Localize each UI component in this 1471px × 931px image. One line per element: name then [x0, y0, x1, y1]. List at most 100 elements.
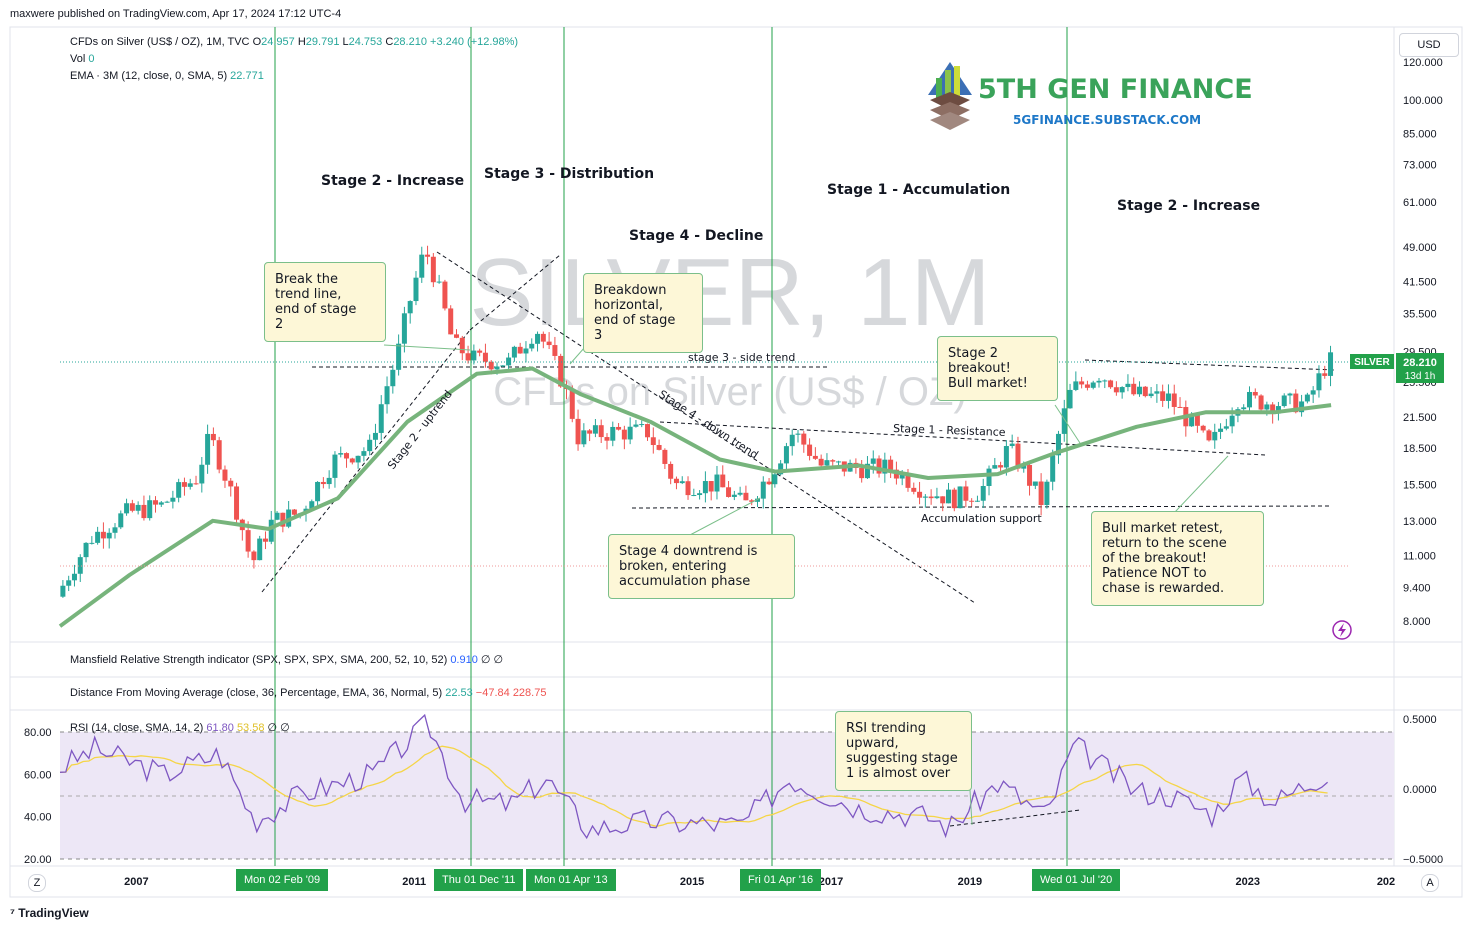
candle-body [882, 459, 888, 474]
tradingview-footer[interactable]: ⁷ TradingView [10, 906, 89, 920]
accumulation-support-line [631, 505, 1331, 509]
candle-body [1241, 407, 1247, 410]
candle-body [940, 496, 946, 504]
candle-body [1218, 428, 1224, 432]
candle-body [766, 481, 772, 485]
callout-breakdown-horizontal[interactable]: Breakdown horizontal, end of stage 3 [583, 273, 703, 353]
x-tick-4: 2019 [958, 876, 982, 888]
candle-body [754, 498, 760, 502]
callout-rsi-trending[interactable]: RSI trending upward, suggesting stage 1 … [835, 711, 972, 791]
callout-bull-retest[interactable]: Bull market retest, return to the scene … [1091, 511, 1264, 606]
candle-body [407, 301, 413, 314]
price-tick-3: 73.000 [1403, 160, 1437, 172]
rsi-label: RSI (14, close, SMA, 14, 2) [70, 722, 204, 734]
candle-body [830, 460, 836, 462]
candle-body [523, 348, 529, 354]
candle-body [697, 493, 703, 496]
candle-body [453, 334, 459, 338]
ohlc-open: 24.957 [261, 36, 295, 48]
candle-body [1293, 393, 1299, 413]
candle-body [71, 573, 77, 581]
candle-body [540, 333, 546, 342]
candle-body [500, 365, 506, 367]
callout-stage2-breakout[interactable]: Stage 2 breakout! Bull market! [937, 336, 1058, 401]
price-tick-7: 35.500 [1403, 309, 1437, 321]
candle-body [95, 531, 101, 543]
price-tick-10: 21.500 [1403, 412, 1437, 424]
candle-body [494, 366, 500, 370]
candle-body [390, 369, 396, 387]
candle-body [216, 440, 222, 470]
candle-body [1316, 373, 1322, 391]
candle-body [627, 426, 633, 440]
stage-label-5: Stage 2 - Increase [1117, 198, 1261, 214]
candle-body [801, 433, 807, 445]
candle-body [158, 502, 164, 505]
candle-body [291, 509, 297, 515]
callout-stage4-broken[interactable]: Stage 4 downtrend is broken, entering ac… [608, 534, 795, 599]
watermark-big: SILVER, 1M [469, 239, 990, 346]
candle-body [332, 454, 338, 478]
candle-body [1090, 382, 1096, 388]
candle-body [234, 486, 240, 520]
stage2-uptrend-line-ext [469, 254, 561, 331]
candle-body [1281, 395, 1287, 407]
candle-body [604, 437, 610, 441]
candle-body [633, 424, 639, 427]
candle-body [1148, 393, 1154, 397]
candle-body [679, 481, 685, 484]
candle-body [471, 350, 477, 361]
candle-body [210, 433, 216, 441]
candle-body [1073, 381, 1079, 390]
candle-body [164, 501, 170, 503]
distance-v2: −47.84 [475, 687, 510, 699]
candle-body [1038, 481, 1044, 506]
candle-body [135, 504, 141, 511]
ohlc-o-label: O [252, 36, 262, 48]
distance-legend: Distance From Moving Average (close, 36,… [70, 687, 546, 699]
zoom-button[interactable]: Z [28, 874, 46, 892]
ohlc-high: 29.791 [305, 36, 340, 48]
auto-scale-button[interactable]: A [1421, 874, 1439, 892]
candle-body [228, 480, 234, 487]
candle-body [1229, 415, 1235, 427]
price-badge [1396, 353, 1444, 383]
candle-body [737, 492, 743, 495]
date-tag-3: Mon 01 Apr '13 [526, 869, 616, 891]
candle-body [726, 487, 732, 497]
candle-body [957, 486, 963, 509]
candle-body [581, 430, 587, 445]
legend-symbol-row: CFDs on Silver (US$ / OZ), 1M, TVC O24.9… [70, 36, 518, 48]
candle-body [274, 512, 280, 520]
support-label: Accumulation support [921, 512, 1042, 525]
ohlc-close: 28.210 [393, 36, 427, 48]
candle-body [1200, 425, 1206, 431]
ema-value: 22.771 [230, 70, 264, 82]
candle-body [1009, 443, 1015, 447]
price-badge-value: 28.210 [1403, 357, 1437, 369]
ohlc-c-label: C [385, 36, 394, 48]
candle-body [459, 337, 465, 354]
candle-body [650, 437, 656, 446]
candle-body [922, 496, 928, 498]
distance-v1: 22.53 [445, 687, 473, 699]
lightning-icon[interactable] [1332, 620, 1352, 640]
candle-body [691, 495, 697, 497]
candle-body [905, 473, 911, 488]
candle-body [112, 527, 118, 533]
candle-body [836, 461, 842, 463]
candle-body [1079, 381, 1085, 385]
currency-button[interactable]: USD [1399, 33, 1459, 57]
candle-body [367, 439, 373, 452]
date-tag-2: Thu 01 Dec '11 [434, 869, 524, 891]
ohlc-low: 24.753 [348, 36, 383, 48]
candle-body [147, 500, 153, 519]
candle-body [511, 346, 517, 358]
candle-body [592, 425, 598, 434]
callout-break-trend-line[interactable]: Break the trend line, end of stage 2 [264, 262, 386, 342]
candle-body [1044, 481, 1050, 506]
mrs-tick-0: 0.5000 [1403, 714, 1437, 726]
candle-body [934, 496, 940, 499]
candle-body [668, 463, 674, 479]
